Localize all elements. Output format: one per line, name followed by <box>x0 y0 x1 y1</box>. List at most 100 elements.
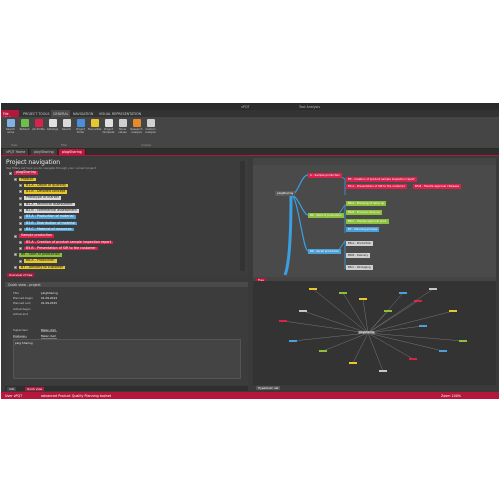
tree-checkbox[interactable] <box>14 234 17 238</box>
tree-checkbox[interactable] <box>19 228 22 232</box>
ribbon-button-6[interactable]: Favourites <box>88 119 101 141</box>
tree-checkbox[interactable] <box>14 177 17 181</box>
network-node[interactable] <box>319 350 327 352</box>
tree-checkbox[interactable] <box>19 259 22 263</box>
ribbon-button-3[interactable]: Catalogs <box>46 119 59 141</box>
ribbon-button-7[interactable]: Project template <box>102 119 115 141</box>
network-node[interactable] <box>339 292 347 294</box>
tree-checkbox[interactable] <box>9 171 12 175</box>
tree-checkbox[interactable] <box>14 266 17 269</box>
tree-scrollbar[interactable] <box>240 161 245 271</box>
tree-row[interactable]: B5.A - Creation of product sample inspec… <box>19 240 114 245</box>
tree-row[interactable]: Prototype of market <box>19 196 61 200</box>
mind-map-node[interactable]: B7 - Planning process <box>346 227 379 232</box>
mind-map-node[interactable]: B6.B - Produce ramp up <box>346 210 382 215</box>
network-node[interactable] <box>399 292 407 294</box>
tree-row[interactable]: B6 - Start of production <box>14 252 62 257</box>
tree-checkbox[interactable] <box>19 203 22 206</box>
network-node[interactable] <box>349 362 357 364</box>
ribbon-button-5[interactable]: Project folder <box>74 119 87 141</box>
network-center-node[interactable]: plogSharing <box>358 331 375 334</box>
tab-visual-representation[interactable]: VISUAL REPRESENTATION <box>99 111 142 116</box>
tree-checkbox[interactable] <box>19 209 22 213</box>
network-node[interactable] <box>279 320 287 322</box>
network-node[interactable] <box>414 300 422 302</box>
tab-navigation[interactable]: NAVIGATION <box>73 111 94 116</box>
network-node[interactable] <box>429 288 437 290</box>
quick-view-value[interactable]: 01.09.2014 <box>41 296 58 301</box>
tree-row[interactable]: B1.B - Detailed concept <box>19 189 67 194</box>
tree-row[interactable]: B1.A - Depth of quantity <box>19 183 69 188</box>
mind-map-node[interactable]: A - Sample production <box>308 173 342 178</box>
tree-checkbox[interactable] <box>19 196 22 200</box>
mind-map-node[interactable]: B8.A - Production <box>346 241 374 246</box>
ribbon-button-4[interactable]: Search <box>60 119 73 141</box>
mind-map-node[interactable]: B5.A - Presentation of SIR to the custom… <box>346 184 407 189</box>
tree-row[interactable]: plogSharing <box>9 171 38 175</box>
ribbon-button-2[interactable]: AC Profile <box>32 119 45 141</box>
tab-quick-view[interactable]: Quick view <box>25 386 45 391</box>
mind-map-node[interactable]: B8.B - Delivery <box>346 253 371 258</box>
tree-tab[interactable]: Tree <box>256 278 266 282</box>
mind-map-node[interactable]: B6 - Start of production <box>308 213 344 218</box>
tree-row[interactable]: Sample production <box>14 234 55 238</box>
mind-map-node[interactable]: B5.B - Handle approval / Release <box>413 184 462 189</box>
doc-tab-playsharing[interactable]: playSharing <box>31 149 58 155</box>
tree-row[interactable]: Product <box>14 177 36 182</box>
network-node[interactable] <box>359 298 367 300</box>
tree-row[interactable]: B7 - Delivery to customer <box>14 265 66 270</box>
network-node[interactable] <box>449 310 457 312</box>
network-node[interactable] <box>379 370 387 372</box>
quick-view-value[interactable]: 01.09.2015 <box>41 301 58 306</box>
network-node[interactable] <box>299 310 307 312</box>
hyperbolic-tab[interactable]: Hyperbolic net <box>256 386 281 391</box>
file-menu[interactable]: File (Ctrl) <box>1 110 19 120</box>
tree-row[interactable]: B3.B - Distribution of material <box>19 221 78 226</box>
tab-general[interactable]: GENERAL <box>51 110 71 117</box>
network-node[interactable] <box>289 340 297 342</box>
network-node[interactable] <box>419 325 427 327</box>
mind-map-node[interactable]: B5 - Creation of product sample inspecti… <box>346 177 417 182</box>
ribbon-button-8[interactable]: Show values <box>116 119 129 141</box>
tree-row[interactable]: B3.A - Production of material <box>19 215 76 219</box>
mind-map-node[interactable]: B6.C - Handle approval prod. <box>346 219 389 224</box>
tab-project-tools[interactable]: PROJECT TOOLS <box>23 111 50 116</box>
ribbon-button-9[interactable]: Research analysis <box>130 119 143 141</box>
tree-checkbox[interactable] <box>19 240 22 244</box>
ribbon-button-0[interactable]: Search name <box>4 119 17 141</box>
hyperbolic-network[interactable]: plogSharing <box>253 281 496 385</box>
tree-checkbox[interactable] <box>19 190 22 194</box>
network-node[interactable] <box>459 340 467 342</box>
mind-map-root[interactable]: plogSharing <box>275 191 296 196</box>
tree-checkbox[interactable] <box>19 215 22 219</box>
quick-view-value[interactable]: plogSharing <box>41 291 58 295</box>
doc-tab-home[interactable]: vPQT Home <box>3 149 30 155</box>
overview-tab[interactable]: Overview of tree <box>7 273 35 278</box>
quick-view-label: Planned begin <box>13 296 33 301</box>
mind-map[interactable]: plogSharing A - Sample production B5 - Cr… <box>253 165 496 277</box>
mind-map-node[interactable]: B8.C - Packaging <box>346 265 373 270</box>
ribbon-button-10[interactable]: Custom analysis <box>144 119 157 141</box>
tree-row[interactable]: B6.A - Production <box>19 259 57 263</box>
mind-map-node[interactable]: B8 - Serial production <box>308 249 342 254</box>
tree-row[interactable]: B2.B - commercial assessment <box>19 208 79 213</box>
doc-tab-plogsharing[interactable]: plogSharing <box>59 149 86 155</box>
network-node[interactable] <box>439 350 447 352</box>
tab-info[interactable]: Info <box>7 386 17 391</box>
tree-checkbox[interactable] <box>19 184 22 188</box>
tree-row[interactable]: B2.A - technical assessment <box>19 202 75 207</box>
tree-checkbox[interactable] <box>19 247 22 251</box>
tree-checkbox[interactable] <box>14 253 17 257</box>
tree-row[interactable]: B5.B - Presentation of SIR to the custom… <box>19 245 98 251</box>
network-node[interactable] <box>384 310 392 312</box>
tree-row[interactable]: B3.C - Material of resources <box>19 227 74 232</box>
comment-field[interactable]: plog Sharing <box>13 339 241 379</box>
quick-view-value[interactable]: Maier, Karl <box>41 327 56 332</box>
network-node[interactable] <box>409 358 417 360</box>
network-node[interactable] <box>309 288 317 290</box>
tree-checkbox[interactable] <box>19 221 22 225</box>
ribbon-button-1[interactable]: Refresh <box>18 119 31 141</box>
mind-map-node[interactable]: B6.A - Planning of ramp up <box>346 201 387 206</box>
tree-label: B5.B - Presentation of SIR to the custom… <box>24 245 98 251</box>
quick-view-value[interactable]: Maier, Karl <box>41 334 56 338</box>
